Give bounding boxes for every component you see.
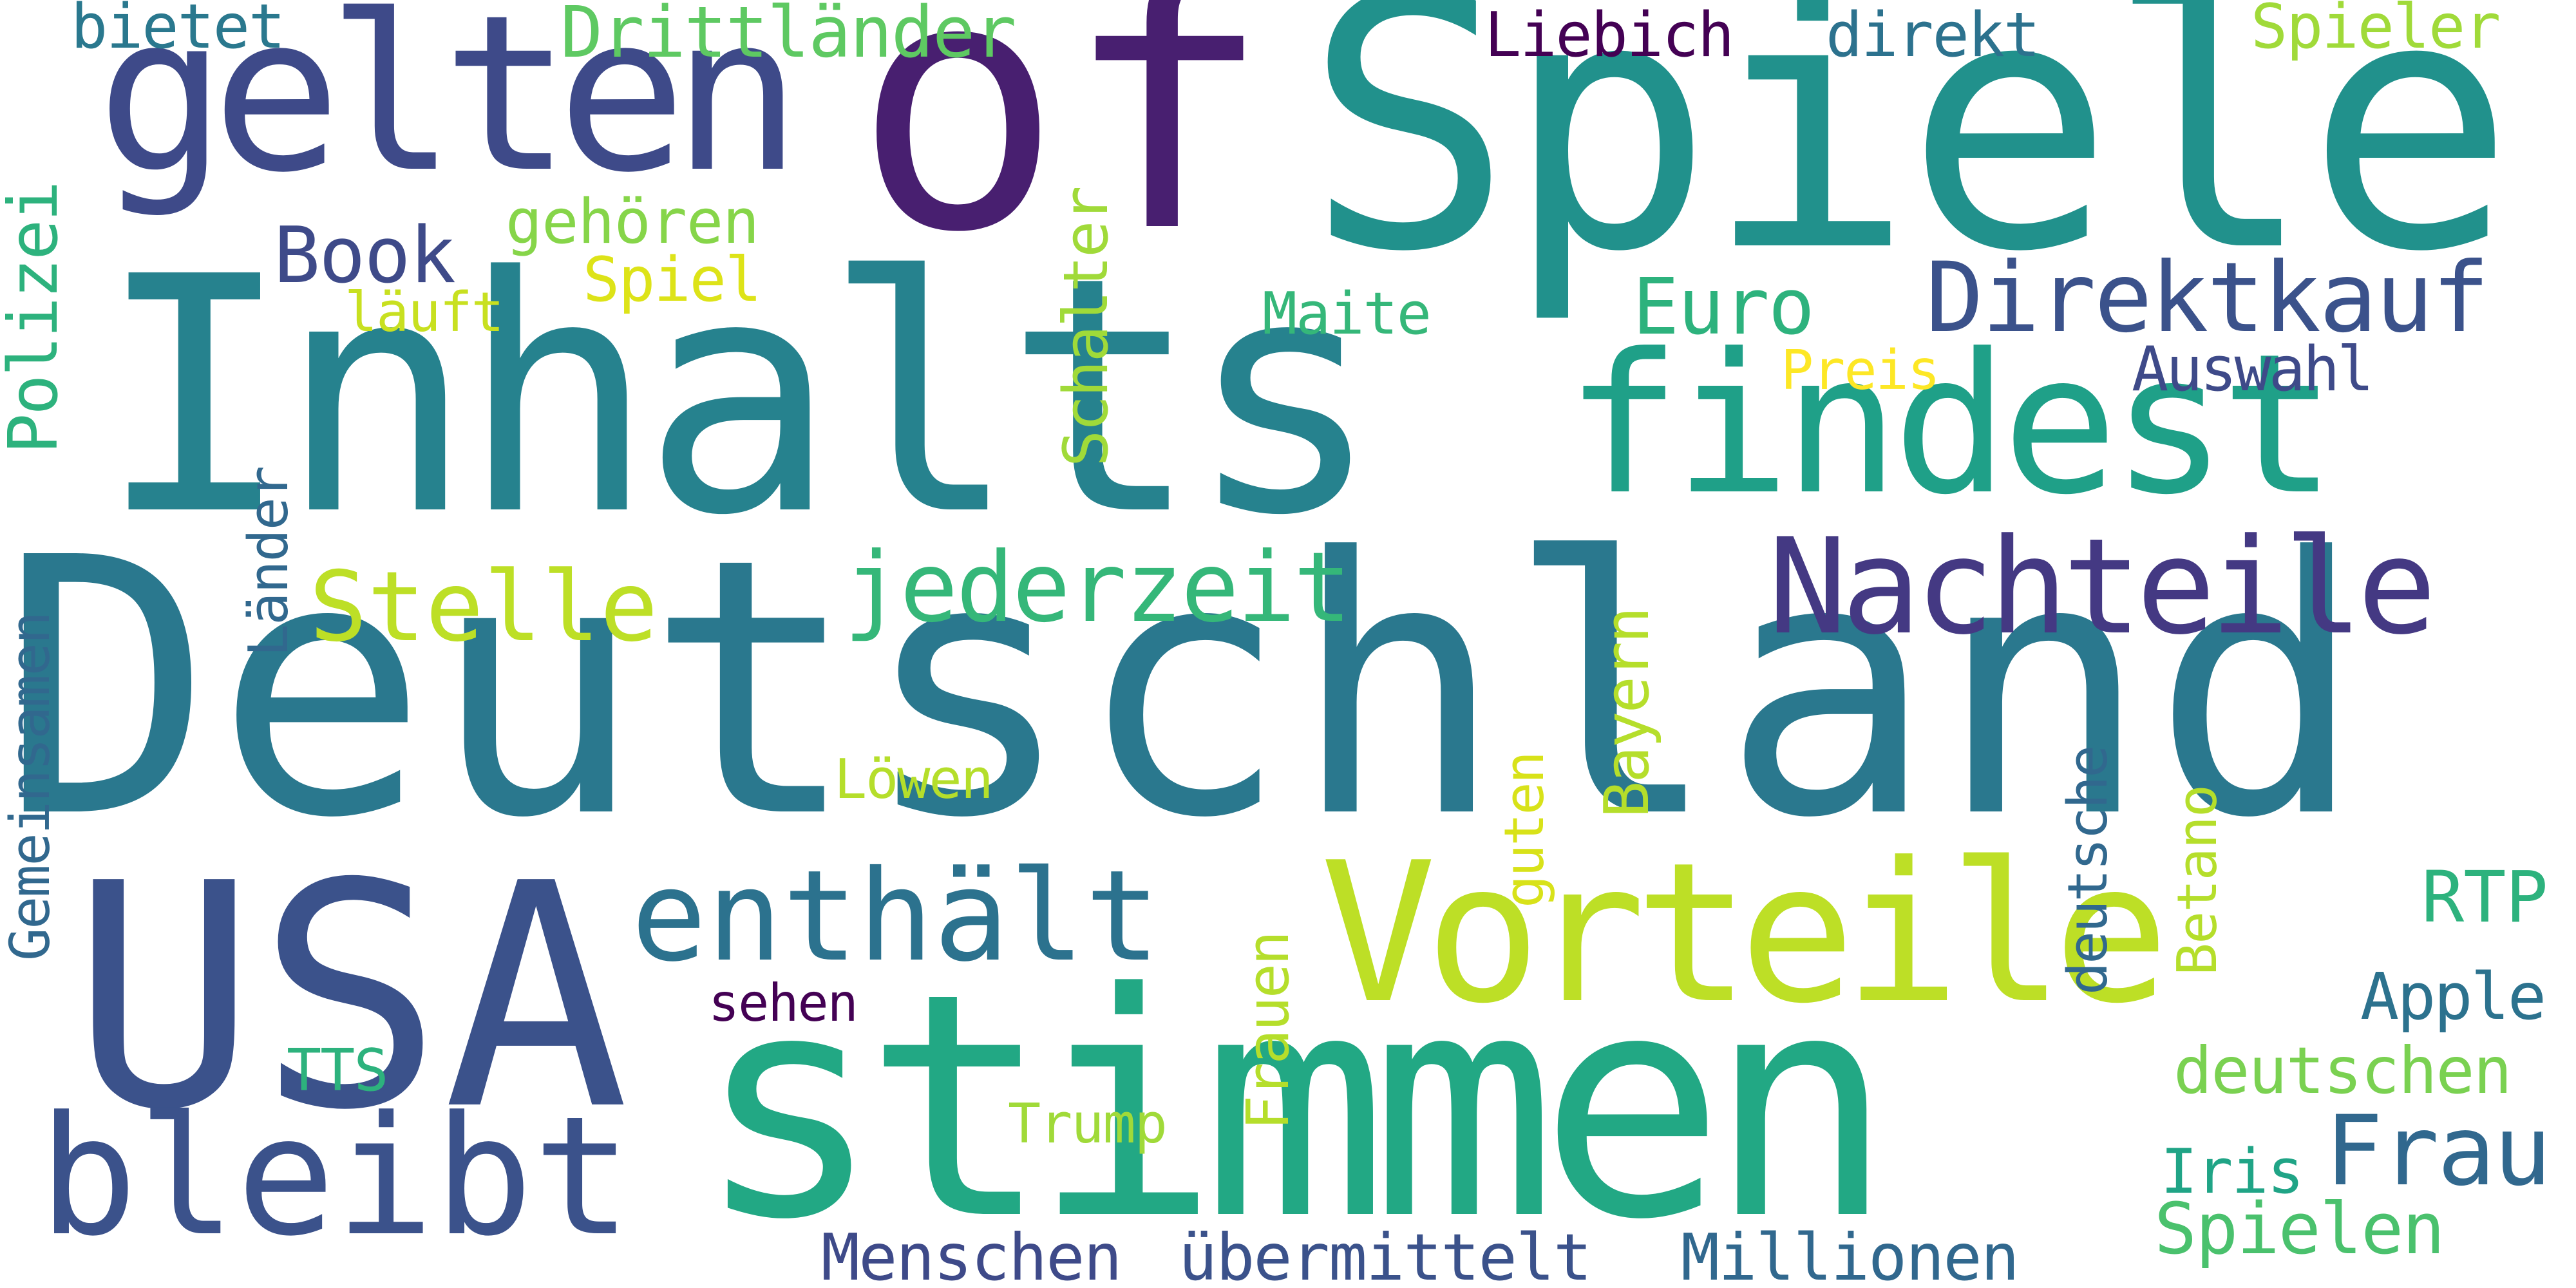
word-enthaelt: enthält	[631, 843, 1160, 989]
word-drittlaender: Drittländer	[560, 0, 1016, 73]
word-guten: guten	[1493, 753, 1557, 908]
word-euro: Euro	[1633, 263, 1815, 352]
word-liebich: Liebich	[1484, 0, 1734, 71]
word-gehoeren: gehören	[506, 187, 759, 258]
word-spielen: Spielen	[2154, 1188, 2445, 1270]
word-frauen: Frauen	[1235, 932, 1302, 1130]
word-direkt: direkt	[1826, 0, 2040, 71]
word-maite: Maite	[1262, 280, 1432, 348]
word-bleibt: bleibt	[39, 1081, 632, 1273]
word-gemeinsamen: Gemeinsamen	[0, 612, 62, 961]
word-apple: Apple	[2360, 959, 2546, 1034]
word-spieler: Spieler	[2251, 0, 2501, 62]
word-millionen: Millionen	[1681, 1220, 2020, 1288]
word-menschen: Menschen	[821, 1220, 1122, 1288]
word-book: Book	[274, 211, 456, 301]
word-bietet: bietet	[71, 0, 285, 62]
word-spiele: Spiele	[1304, 0, 2515, 328]
word-direktkauf: Direktkauf	[1926, 242, 2490, 354]
word-polizei: Polizei	[0, 182, 73, 454]
word-deutschen: deutschen	[2174, 1033, 2512, 1108]
word-preis: Preis	[1781, 339, 1940, 402]
word-gelten: gelten	[97, 0, 802, 220]
word-deutschland: Deutschland	[0, 482, 2367, 895]
word-laeuft: läuft	[345, 281, 504, 345]
word-nachteile: Nachteile	[1768, 511, 2437, 664]
word-loewen: Löwen	[834, 748, 994, 811]
word-rtp: RTP	[2421, 856, 2548, 938]
word-auswahl: Auswahl	[2132, 334, 2374, 405]
word-jederzeit: jederzeit	[844, 532, 1352, 644]
word-betano: Betano	[2166, 785, 2230, 976]
word-inhalts: Inhalts	[97, 208, 1382, 587]
word-stelle: Stelle	[309, 551, 658, 663]
word-tts: TTS	[287, 1037, 389, 1104]
word-findest: findest	[1565, 312, 2336, 537]
word-iris: Iris	[2161, 1137, 2304, 1208]
word-schalter: Schalter	[1051, 187, 1122, 467]
word-frau: Frau	[2325, 1095, 2552, 1208]
word-bayern: Bayern	[1592, 608, 1663, 818]
word-vorteile: Vorteile	[1320, 821, 2170, 1046]
word-spiel: Spiel	[583, 245, 762, 316]
word-laender: Länder	[237, 466, 301, 657]
word-of: of	[853, 0, 1273, 308]
word-trump: Trump	[1008, 1092, 1168, 1156]
word-sehen: sehen	[708, 973, 858, 1033]
word-usa: USA	[71, 818, 629, 1178]
word-stimmen: stimmen	[696, 927, 1894, 1287]
word-uebermittelt: übermittelt	[1179, 1220, 1592, 1288]
word-deutsche: deutsche	[2056, 746, 2120, 995]
